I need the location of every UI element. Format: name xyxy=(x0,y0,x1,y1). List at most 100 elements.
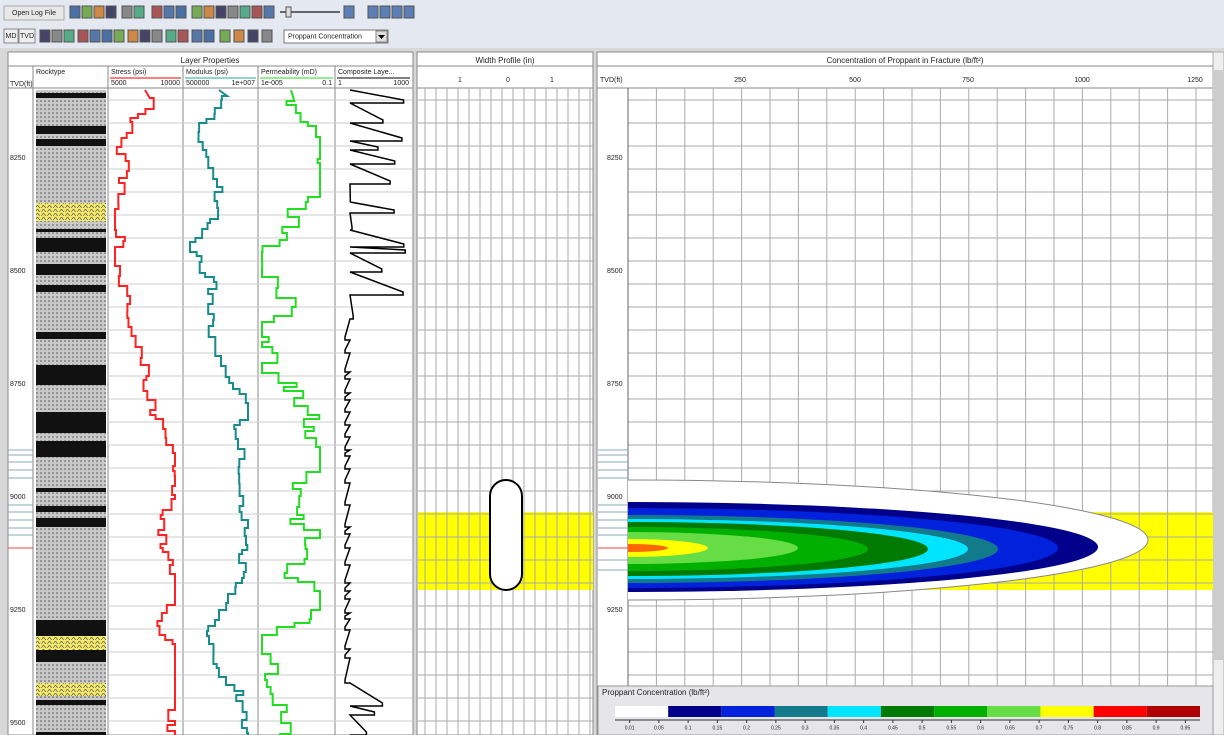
tool-icon[interactable] xyxy=(82,6,92,18)
tool-icon[interactable] xyxy=(216,6,226,18)
depth-label: 9500 xyxy=(10,720,26,727)
tool-icon[interactable] xyxy=(70,6,80,18)
tool-icon[interactable] xyxy=(240,6,250,18)
rock-layer xyxy=(36,420,106,423)
tool-icon[interactable] xyxy=(204,30,214,42)
colorbar-label: 0.65 xyxy=(1005,725,1015,731)
rock-layer xyxy=(36,448,106,457)
rock-layer xyxy=(36,207,106,212)
tool-icon[interactable] xyxy=(106,6,116,18)
rock-layer xyxy=(36,264,106,270)
colorbar-label: 0.15 xyxy=(713,725,723,731)
tool-icon[interactable] xyxy=(78,30,88,42)
scroll-thumb[interactable] xyxy=(1214,70,1223,660)
rock-layer xyxy=(36,90,106,93)
tool-icon[interactable] xyxy=(204,6,214,18)
tool-icon[interactable] xyxy=(252,6,262,18)
tool-icon[interactable] xyxy=(380,6,390,18)
panel-title: Layer Properties xyxy=(181,56,240,65)
rock-layer xyxy=(36,691,106,696)
rock-layer xyxy=(36,153,106,162)
rock-layer xyxy=(36,629,106,636)
rock-layer xyxy=(36,119,106,126)
depth-header: TVD(ft) xyxy=(10,81,33,88)
column-header: Composite Laye... xyxy=(338,69,394,76)
tool-icon[interactable] xyxy=(178,30,188,42)
colorbar-segment xyxy=(934,706,987,717)
x-tick-label: 750 xyxy=(962,77,974,84)
tool-icon[interactable] xyxy=(166,30,176,42)
rock-layer xyxy=(36,339,106,346)
open-log-label: Open Log File xyxy=(12,10,56,17)
colorbar-label: 0.8 xyxy=(1094,725,1101,731)
colorbar-segment xyxy=(1147,706,1200,717)
colorbar-label: 0.35 xyxy=(830,725,840,731)
rock-layer xyxy=(36,134,106,139)
rock-layer xyxy=(36,394,106,403)
panel-title: Width Profile (in) xyxy=(475,56,534,65)
tool-icon[interactable] xyxy=(220,30,230,42)
tool-icon[interactable] xyxy=(40,30,50,42)
tool-icon[interactable] xyxy=(102,30,112,42)
rock-layer xyxy=(36,106,106,111)
width-profile-shape xyxy=(490,480,522,590)
colorbar-segment xyxy=(1040,706,1093,717)
rock-layer xyxy=(36,433,106,441)
rock-layer xyxy=(36,221,106,229)
rock-layer xyxy=(36,162,106,165)
tool-icon[interactable] xyxy=(404,6,414,18)
colorbar-label: 0.7 xyxy=(1036,725,1043,731)
rock-layer xyxy=(36,715,106,723)
colorbar-label: 0.01 xyxy=(625,725,635,731)
tool-icon[interactable] xyxy=(94,6,104,18)
tool-icon[interactable] xyxy=(248,30,258,42)
panel-title: Concentration of Proppant in Fracture (l… xyxy=(827,56,984,65)
x-tick-label: 1 xyxy=(550,77,554,84)
tool-icon[interactable] xyxy=(234,30,244,42)
rock-layer xyxy=(36,584,106,592)
rock-layer xyxy=(36,496,106,499)
tool-icon[interactable] xyxy=(192,6,202,18)
rock-layer xyxy=(36,545,106,553)
tool-icon[interactable] xyxy=(114,30,124,42)
depth-label: 8500 xyxy=(10,268,26,275)
tool-icon[interactable] xyxy=(264,6,274,18)
rock-layer xyxy=(36,515,106,518)
rock-layer xyxy=(36,403,106,412)
tool-icon[interactable] xyxy=(140,30,150,42)
rock-layer xyxy=(36,391,106,394)
tool-icon[interactable] xyxy=(392,6,402,18)
tool-icon[interactable] xyxy=(176,6,186,18)
tool-icon[interactable] xyxy=(368,6,378,18)
colorbar-segment xyxy=(1094,706,1147,717)
tool-icon[interactable] xyxy=(52,30,62,42)
rock-layer xyxy=(36,369,106,378)
rock-layer xyxy=(36,301,106,310)
md-label: MD xyxy=(6,33,17,40)
tool-icon[interactable] xyxy=(152,6,162,18)
rock-layer xyxy=(36,426,106,433)
tool-icon[interactable] xyxy=(122,6,132,18)
tool-icon[interactable] xyxy=(90,30,100,42)
colorbar-segment xyxy=(721,706,774,717)
rock-layer xyxy=(36,362,106,365)
colorbar-label: 0.05 xyxy=(654,725,664,731)
tool-icon[interactable] xyxy=(262,30,272,42)
tool-icon[interactable] xyxy=(128,30,138,42)
slider-thumb[interactable] xyxy=(286,7,291,17)
scale-max: 1000 xyxy=(393,80,409,87)
tool-icon[interactable] xyxy=(192,30,202,42)
tool-icon[interactable] xyxy=(64,30,74,42)
tool-icon[interactable] xyxy=(228,6,238,18)
legend-title: Proppant Concentration (lb/ft²) xyxy=(602,688,710,697)
tool-icon[interactable] xyxy=(344,6,354,18)
depth-label: 9250 xyxy=(10,607,26,614)
tool-icon[interactable] xyxy=(164,6,174,18)
tool-icon[interactable] xyxy=(152,30,162,42)
rock-layer xyxy=(36,553,106,557)
tool-icon[interactable] xyxy=(134,6,144,18)
scale-min: 5000 xyxy=(111,80,127,87)
colorbar-label: 0.55 xyxy=(947,725,957,731)
rock-layer xyxy=(36,359,106,362)
rock-layer xyxy=(36,527,106,536)
